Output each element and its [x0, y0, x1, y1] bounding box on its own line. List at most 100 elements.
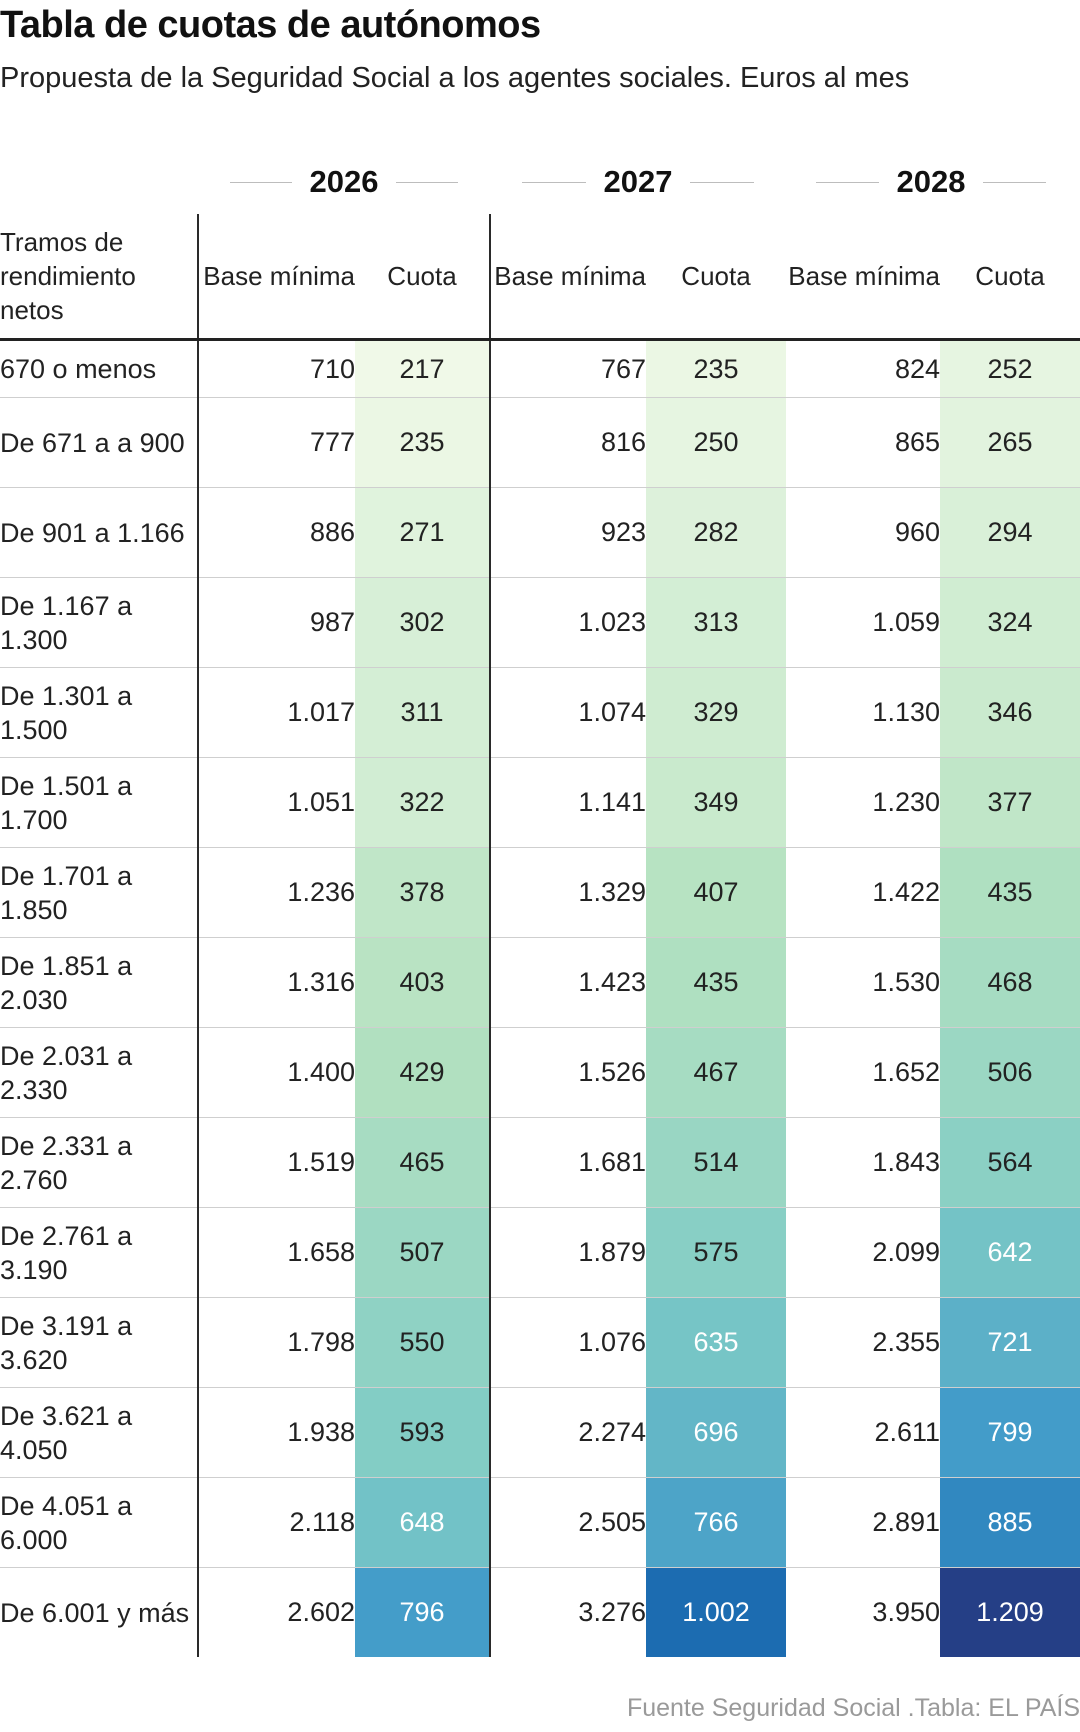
table-row: De 2.031 a 2.330 1.400 429 1.526 467 1.652 506 — [0, 1027, 1080, 1118]
base-minima-cell: 3.950 — [872, 1597, 940, 1627]
cuota-cell: 346 — [940, 667, 1080, 758]
year-label-2028: 2028 — [896, 164, 966, 199]
cuota-cell: 282 — [646, 487, 786, 578]
table-row: De 3.191 a 3.620 1.798 550 1.076 635 2.355 721 — [0, 1297, 1080, 1388]
year-group-2026: 2026 — [230, 162, 458, 202]
base-minima-cell: 1.530 — [786, 937, 940, 1028]
tramo-label: De 671 a a 900 — [0, 397, 199, 488]
cuota-cell: 796 — [355, 1567, 491, 1657]
cuota-cell: 378 — [355, 847, 491, 938]
base-minima-cell: 1.236 — [198, 847, 355, 938]
cuota-cell: 575 — [646, 1207, 786, 1298]
base-minima-cell: 1.230 — [786, 757, 940, 848]
base-minima-cell: 1.422 — [786, 847, 940, 938]
year-rule-left — [230, 181, 292, 183]
base-minima-cell: 1.798 — [198, 1297, 355, 1388]
base-minima-cell: 865 — [786, 397, 940, 488]
cuota-cell: 696 — [646, 1387, 786, 1478]
base-minima-cell: 1.843 — [786, 1117, 940, 1208]
base-minima-cell: 1.681 — [490, 1117, 646, 1208]
base-minima-cell: 886 — [198, 487, 355, 578]
cuota-cell: 403 — [355, 937, 491, 1028]
tramo-label: De 1.851 a 2.030 — [0, 937, 199, 1028]
tramo-label: De 1.501 a 1.700 — [0, 757, 199, 848]
cuota-cell: 648 — [355, 1477, 491, 1568]
cuota-cell: 235 — [646, 339, 786, 398]
header-base-minima: Base mínima — [786, 214, 940, 341]
cuota-cell: 377 — [940, 757, 1080, 848]
base-minima-cell: 1.423 — [490, 937, 646, 1028]
cuota-cell: 250 — [646, 397, 786, 488]
year-rule-left — [816, 181, 879, 183]
cuota-cell: 468 — [940, 937, 1080, 1028]
cuota-cell: 435 — [940, 847, 1080, 938]
cuota-cell: 265 — [940, 397, 1080, 488]
table-body: 670 o menos 710 217 767 235 824 252 De 671 a a … — [0, 339, 1080, 1657]
tramo-label: De 3.621 a 4.050 — [0, 1387, 199, 1478]
cuota-cell: 635 — [646, 1297, 786, 1388]
cuota-cell: 329 — [646, 667, 786, 758]
header-cuota: Cuota — [646, 214, 786, 341]
year-rule-right — [983, 181, 1046, 183]
base-minima-cell: 1.879 — [490, 1207, 646, 1298]
table-row: De 2.761 a 3.190 1.658 507 1.879 575 2.099 642 — [0, 1207, 1080, 1298]
cuota-cell: 1.002 — [646, 1567, 786, 1657]
cuota-cell: 885 — [940, 1477, 1080, 1568]
base-minima-cell: 2.099 — [786, 1207, 940, 1298]
tramo-label: De 2.331 a 2.760 — [0, 1117, 199, 1208]
cuota-cell: 593 — [355, 1387, 491, 1478]
header-cuota: Cuota — [355, 214, 491, 341]
cuota-cell: 1.209 — [940, 1567, 1080, 1657]
cuota-cell: 766 — [646, 1477, 786, 1568]
base-minima-cell: 1.023 — [490, 577, 646, 668]
base-minima-cell: 767 — [490, 339, 646, 398]
cuota-cell: 550 — [355, 1297, 491, 1388]
cuota-cell: 271 — [355, 487, 491, 578]
base-minima-cell: 2.611 — [786, 1387, 940, 1478]
page-title: Tabla de cuotas de autónomos — [0, 4, 541, 46]
base-minima-cell: 1.658 — [198, 1207, 355, 1298]
year-group-2027: 2027 — [522, 162, 754, 202]
base-minima-cell: 3.276 — [578, 1597, 646, 1627]
cuota-cell: 407 — [646, 847, 786, 938]
year-rule-right — [396, 181, 458, 183]
cuota-cell: 506 — [940, 1027, 1080, 1118]
base-minima-cell: 1.938 — [198, 1387, 355, 1478]
header-base-minima: Base mínima — [490, 214, 646, 341]
cuota-cell: 311 — [355, 667, 491, 758]
base-minima-cell: 777 — [198, 397, 355, 488]
base-minima-cell: 2.274 — [490, 1387, 646, 1478]
cuota-cell: 429 — [355, 1027, 491, 1118]
tramo-label: De 1.167 a 1.300 — [0, 577, 199, 668]
cuota-cell: 507 — [355, 1207, 491, 1298]
cuota-cell: 349 — [646, 757, 786, 848]
table-row: De 1.167 a 1.300 987 302 1.023 313 1.059 324 — [0, 577, 1080, 668]
base-minima-cell: 1.400 — [198, 1027, 355, 1118]
year-rule-right — [690, 181, 754, 183]
base-minima-cell: 1.526 — [490, 1027, 646, 1118]
base-minima-cell: 2.355 — [786, 1297, 940, 1388]
table-row: De 2.331 a 2.760 1.519 465 1.681 514 1.843 564 — [0, 1117, 1080, 1208]
year-rule-left — [522, 181, 586, 183]
cuota-cell: 217 — [355, 339, 491, 398]
tramo-label: De 4.051 a 6.000 — [0, 1477, 199, 1568]
base-minima-cell: 1.017 — [198, 667, 355, 758]
cuota-cell: 465 — [355, 1117, 491, 1208]
tramo-label: 670 o menos — [0, 339, 199, 398]
base-minima-cell: 1.519 — [198, 1117, 355, 1208]
table-row: De 4.051 a 6.000 2.118 648 2.505 766 2.891 885 — [0, 1477, 1080, 1568]
base-minima-cell: 710 — [198, 339, 355, 398]
tramo-label: De 6.001 y más — [0, 1567, 199, 1657]
tramo-label: De 2.761 a 3.190 — [0, 1207, 199, 1298]
table-row: De 901 a 1.166 886 271 923 282 960 294 — [0, 487, 1080, 578]
year-group-2028: 2028 — [816, 162, 1046, 202]
base-minima-cell: 987 — [198, 577, 355, 668]
table-header-row: Tramos de rendimiento netos Base mínima … — [0, 214, 1080, 341]
cuota-cell: 514 — [646, 1117, 786, 1208]
cuota-cell: 252 — [940, 339, 1080, 398]
base-minima-cell: 1.130 — [786, 667, 940, 758]
base-minima-cell: 923 — [490, 487, 646, 578]
base-minima-cell: 816 — [490, 397, 646, 488]
tramo-label: De 1.701 a 1.850 — [0, 847, 199, 938]
tramo-label: De 3.191 a 3.620 — [0, 1297, 199, 1388]
